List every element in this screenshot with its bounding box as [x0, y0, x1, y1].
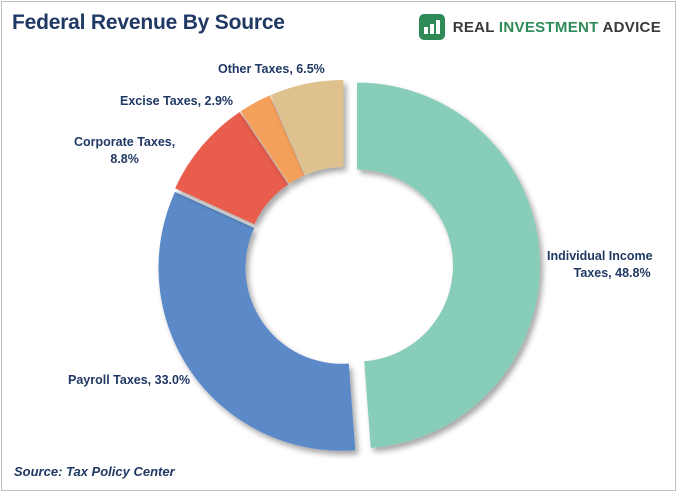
chart-title: Federal Revenue By Source — [12, 11, 285, 34]
slice-payroll — [158, 191, 356, 451]
slice-corporate — [175, 112, 289, 225]
brand-name-part1: REAL — [452, 18, 499, 36]
slice-other — [270, 80, 344, 175]
slice-label-other: Other Taxes, 6.5% — [218, 61, 325, 78]
slice-label-payroll: Payroll Taxes, 33.0% — [68, 372, 190, 389]
rising-bars-logo-icon — [418, 14, 445, 40]
slice-label-individual-income: Individual Income Taxes, 48.8% — [547, 248, 653, 282]
slice-label-corporate: Corporate Taxes, 8.8% — [74, 134, 175, 168]
slice-label-line: Other Taxes, 6.5% — [218, 62, 325, 76]
slice-label-line: Payroll Taxes, 33.0% — [68, 373, 191, 387]
slice-label-excise: Excise Taxes, 2.9% — [120, 93, 233, 110]
slice-label-line: 8.8% — [110, 152, 139, 166]
brand: REAL INVESTMENT ADVICE — [418, 14, 661, 40]
slice-individual-income — [356, 82, 540, 448]
brand-name-part3: ADVICE — [598, 18, 661, 36]
source-note: Source: Tax Policy Center — [14, 464, 175, 479]
brand-name-accent: INVESTMENT — [498, 18, 599, 36]
slice-excise — [240, 95, 305, 184]
slice-label-line: Taxes, 48.8% — [573, 266, 651, 280]
brand-name: REAL INVESTMENT ADVICE — [453, 19, 661, 36]
slice-label-line: Excise Taxes, 2.9% — [120, 94, 234, 108]
slice-label-line: Corporate Taxes, — [74, 135, 176, 149]
slice-label-line: Individual Income — [547, 249, 653, 263]
